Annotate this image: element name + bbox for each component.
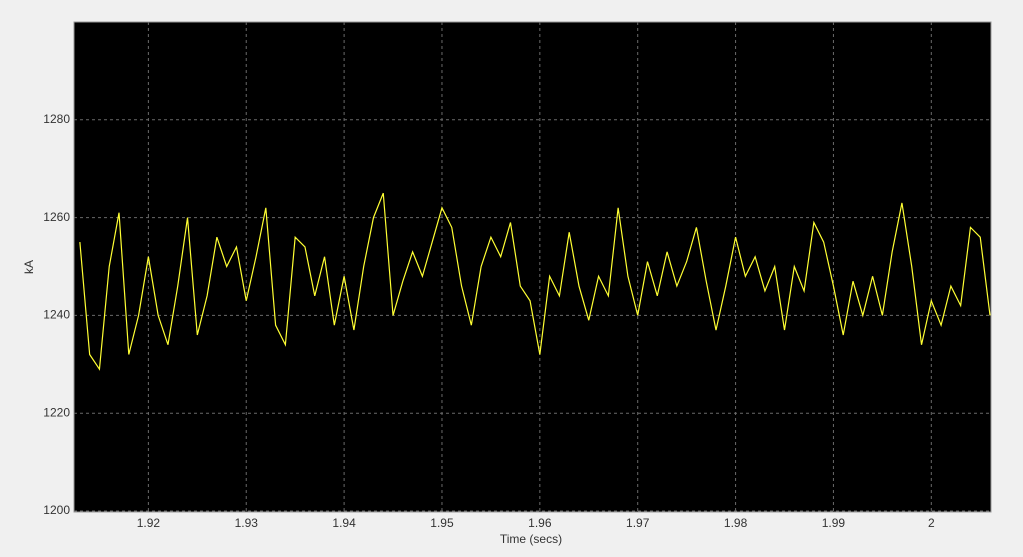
x-tick-label: 1.92 [137, 516, 161, 530]
x-tick-label: 1.93 [235, 516, 259, 530]
y-tick-label: 1200 [43, 503, 70, 517]
x-tick-label: 1.99 [822, 516, 846, 530]
x-tick-label: 1.97 [626, 516, 650, 530]
y-tick-label: 1260 [43, 210, 70, 224]
x-axis-label: Time (secs) [500, 532, 562, 546]
y-tick-label: 1240 [43, 308, 70, 322]
x-tick-label: 1.95 [430, 516, 454, 530]
x-tick-label: 1.94 [332, 516, 356, 530]
x-tick-label: 2 [928, 516, 935, 530]
y-tick-label: 1220 [43, 405, 70, 419]
y-tick-label: 1280 [43, 112, 70, 126]
y-axis-label: kA [22, 260, 36, 274]
x-tick-label: 1.96 [528, 516, 552, 530]
x-tick-label: 1.98 [724, 516, 748, 530]
line [79, 192, 991, 371]
